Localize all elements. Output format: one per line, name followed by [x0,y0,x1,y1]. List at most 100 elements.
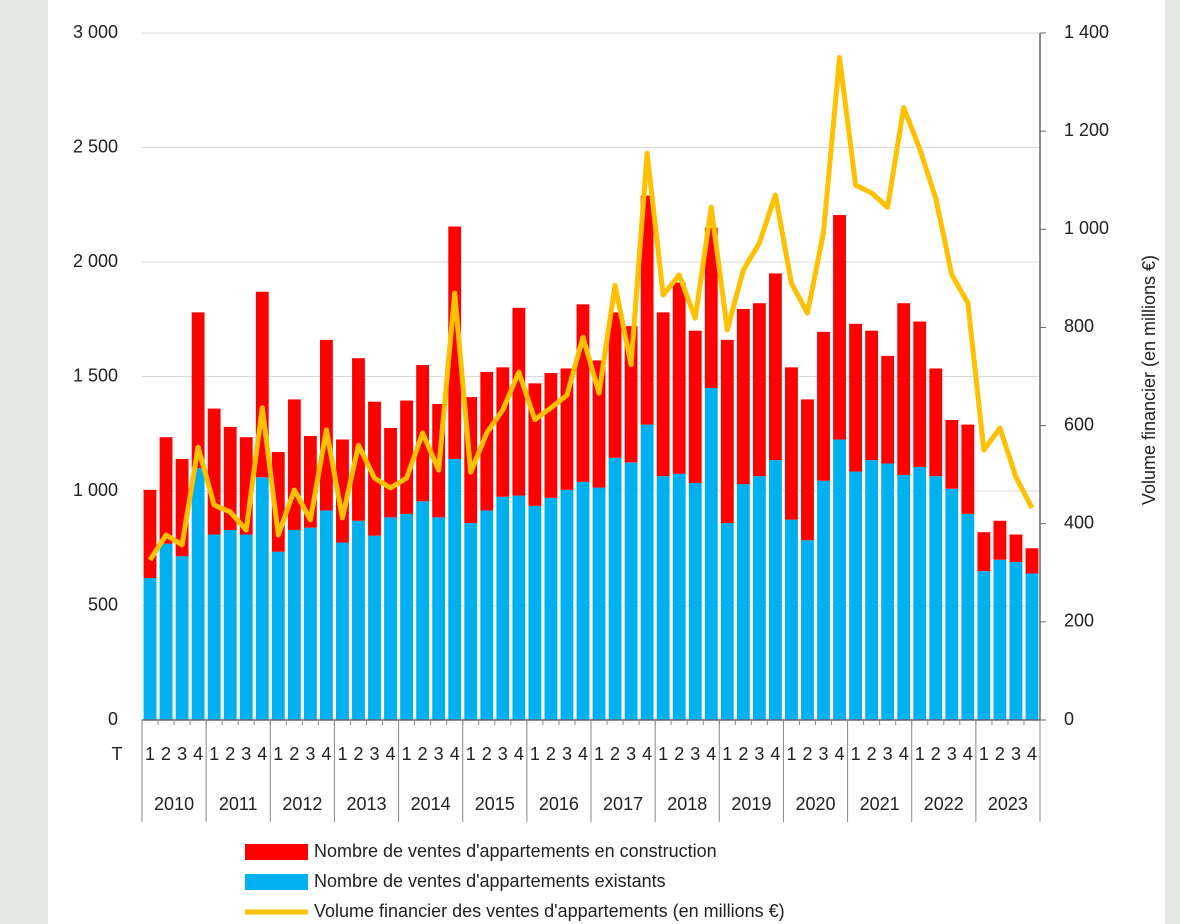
bar [752,476,766,720]
bar [833,215,846,440]
x-tick-label: 1 [722,744,732,764]
bar [945,488,959,720]
x-tick-label: 1 [145,744,155,764]
x-tick-label: 3 [434,744,444,764]
bar [143,489,157,579]
bar [592,360,606,488]
bar [993,559,1007,720]
bar [736,308,750,485]
bar [512,307,526,496]
bar [656,476,670,720]
x-axis-prefix: T [112,744,123,764]
x-tick-label: 4 [193,744,203,764]
bar [897,303,911,475]
bar [961,513,975,720]
bar [175,556,189,720]
bar [368,535,381,720]
bar [448,226,462,459]
y2-axis-label: Volume financier (en millions €) [1139,255,1159,505]
bar [255,477,269,720]
x-tick-label: 1 [209,744,219,764]
x-tick-label: 1 [851,744,861,764]
bar [239,534,253,720]
bar [720,339,734,524]
bar [608,312,622,458]
x-tick-label: 4 [386,744,396,764]
bar [464,523,478,720]
bar [223,426,237,530]
x-tick-label: 3 [241,744,251,764]
x-tick-label: 2 [353,744,363,764]
x-tick-label: 4 [835,744,845,764]
x-tick-label: 4 [578,744,588,764]
bar [432,517,446,720]
x-tick-label: 2 [225,744,235,764]
x-tick-label: 2 [482,744,492,764]
x-tick-label: 4 [514,744,524,764]
x-tick-label: 1 [786,744,796,764]
bar [1009,561,1023,720]
year-label: 2018 [667,794,707,814]
x-tick-label: 3 [819,744,829,764]
x-tick-label: 4 [321,744,331,764]
bar [544,497,558,720]
bar [191,312,205,469]
y2-tick-label: 1 400 [1064,22,1109,42]
bar [704,387,718,720]
y2-tick-label: 200 [1064,611,1094,631]
y2-tick-label: 0 [1064,709,1074,729]
x-tick-label: 1 [658,744,668,764]
bar [336,542,349,720]
bar [271,551,285,720]
y-tick-label: 1 000 [73,480,118,500]
bar [1025,573,1039,720]
x-tick-label: 1 [273,744,283,764]
bar [993,520,1007,560]
x-tick-label: 3 [562,744,572,764]
bar [977,571,991,720]
bar [961,424,975,514]
year-label: 2011 [219,794,258,814]
bar [817,480,830,720]
x-tick-label: 4 [642,744,652,764]
bar [897,474,911,720]
bar [512,495,526,720]
bar [801,540,814,720]
bar [865,460,879,720]
bar [143,578,157,720]
line [147,55,1035,562]
bar [319,510,333,720]
bar [480,371,494,511]
bar [400,513,414,720]
bar [913,466,927,720]
bar [287,529,301,720]
bar [576,304,590,482]
y-tick-label: 2 500 [73,136,118,156]
legend-label: Nombre de ventes d'appartements existant… [314,871,666,891]
x-tick-label: 1 [594,744,604,764]
x-tick-label: 4 [770,744,780,764]
bar [833,439,846,720]
bar [303,527,317,720]
x-tick-label: 4 [706,744,716,764]
bar [817,331,830,481]
bar [1025,548,1039,574]
bar [480,510,494,720]
legend-label: Nombre de ventes d'appartements en const… [314,841,717,861]
x-tick-label: 2 [546,744,556,764]
x-tick-label: 4 [1027,744,1037,764]
year-label: 2014 [411,794,451,814]
y2-tick-label: 1 200 [1064,120,1109,140]
bar [223,529,237,720]
bar [752,303,766,477]
bar [672,282,686,474]
bar [913,321,927,467]
bar [384,428,397,518]
x-tick-label: 2 [418,744,428,764]
bar [1009,534,1023,562]
x-tick-label: 3 [690,744,700,764]
legend-swatch [245,874,308,890]
x-tick-label: 2 [161,744,171,764]
bar [640,195,654,425]
